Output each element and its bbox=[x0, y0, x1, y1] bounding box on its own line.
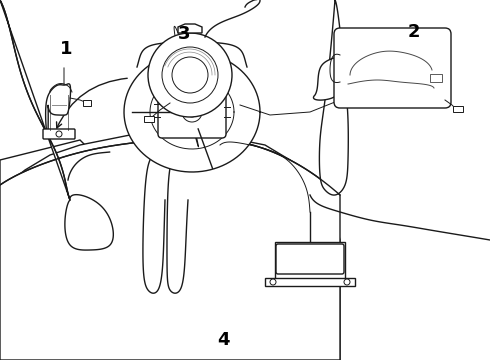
Text: 1: 1 bbox=[60, 40, 73, 58]
Bar bbox=[83, 100, 91, 106]
Text: 3: 3 bbox=[177, 25, 190, 43]
Polygon shape bbox=[178, 24, 202, 33]
Circle shape bbox=[270, 279, 276, 285]
Bar bbox=[144, 116, 154, 122]
FancyBboxPatch shape bbox=[276, 244, 344, 274]
Circle shape bbox=[148, 33, 232, 117]
FancyBboxPatch shape bbox=[43, 129, 75, 139]
Bar bbox=[430, 74, 442, 82]
FancyBboxPatch shape bbox=[158, 86, 226, 138]
Polygon shape bbox=[319, 0, 490, 360]
Polygon shape bbox=[0, 132, 340, 360]
Polygon shape bbox=[124, 52, 260, 172]
Polygon shape bbox=[0, 138, 340, 360]
Circle shape bbox=[344, 279, 350, 285]
Polygon shape bbox=[143, 145, 188, 293]
Circle shape bbox=[187, 107, 197, 117]
Text: 2: 2 bbox=[408, 23, 420, 41]
Bar bbox=[275, 242, 345, 282]
Bar bbox=[453, 106, 463, 112]
Text: 4: 4 bbox=[217, 331, 229, 349]
Polygon shape bbox=[314, 57, 342, 100]
Polygon shape bbox=[46, 84, 71, 135]
Polygon shape bbox=[0, 0, 70, 200]
Bar bbox=[265, 278, 355, 286]
Circle shape bbox=[172, 57, 208, 93]
Circle shape bbox=[162, 47, 218, 103]
Circle shape bbox=[56, 131, 62, 137]
Polygon shape bbox=[137, 42, 247, 67]
Circle shape bbox=[182, 102, 202, 122]
Polygon shape bbox=[65, 195, 113, 250]
Polygon shape bbox=[0, 140, 100, 360]
FancyBboxPatch shape bbox=[334, 28, 451, 108]
